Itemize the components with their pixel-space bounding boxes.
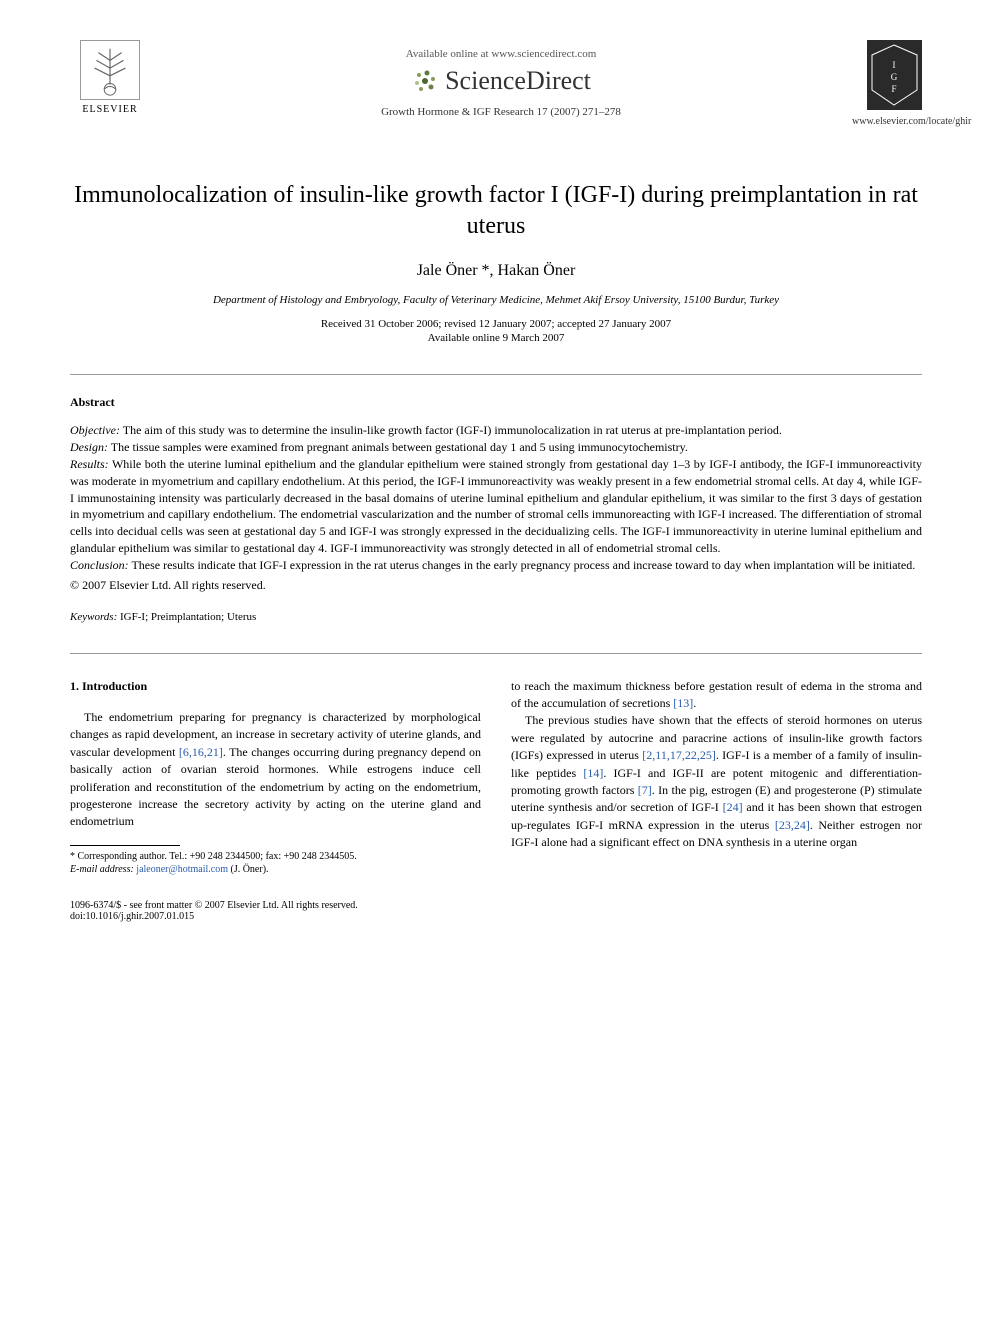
keywords-text: IGF-I; Preimplantation; Uterus	[117, 611, 256, 623]
svg-text:F: F	[891, 84, 896, 94]
header-center: Available online at www.sciencedirect.co…	[150, 40, 852, 118]
conclusion-label: Conclusion:	[70, 558, 129, 572]
intro-para-3: The previous studies have shown that the…	[511, 712, 922, 851]
corresponding-author: * Corresponding author. Tel.: +90 248 23…	[70, 850, 481, 863]
ref-link[interactable]: [6,16,21]	[179, 745, 223, 759]
email-suffix: (J. Öner).	[228, 864, 269, 875]
journal-url: www.elsevier.com/locate/ghir	[852, 116, 922, 127]
keywords-line: Keywords: IGF-I; Preimplantation; Uterus	[70, 611, 922, 623]
journal-logo-block: I G F www.elsevier.com/locate/ghir	[852, 40, 922, 127]
objective-text: The aim of this study was to determine t…	[120, 423, 782, 437]
svg-text:G: G	[891, 72, 898, 82]
sciencedirect-brand: ScienceDirect	[150, 66, 852, 96]
online-date: Available online 9 March 2007	[70, 332, 922, 344]
authors: Jale Öner *, Hakan Öner	[70, 262, 922, 280]
elsevier-label: ELSEVIER	[82, 104, 137, 115]
ref-link[interactable]: [23,24]	[775, 818, 810, 832]
journal-logo-icon: I G F	[867, 40, 922, 110]
email-address[interactable]: jaleoner@hotmail.com	[134, 864, 228, 875]
left-column: 1. Introduction The endometrium preparin…	[70, 678, 481, 876]
objective-label: Objective:	[70, 423, 120, 437]
footer-copyright: 1096-6374/$ - see front matter © 2007 El…	[70, 900, 922, 911]
results-label: Results:	[70, 457, 109, 471]
ref-link[interactable]: [13]	[673, 696, 693, 710]
journal-reference: Growth Hormone & IGF Research 17 (2007) …	[150, 106, 852, 118]
received-dates: Received 31 October 2006; revised 12 Jan…	[70, 318, 922, 330]
footer-doi: doi:10.1016/j.ghir.2007.01.015	[70, 911, 922, 922]
email-label: E-mail address:	[70, 864, 134, 875]
abstract-body: Objective: The aim of this study was to …	[70, 422, 922, 573]
intro-heading: 1. Introduction	[70, 678, 481, 695]
body-columns: 1. Introduction The endometrium preparin…	[70, 678, 922, 876]
elsevier-tree-icon	[80, 40, 140, 100]
design-text: The tissue samples were examined from pr…	[108, 440, 688, 454]
conclusion-text: These results indicate that IGF-I expres…	[129, 558, 916, 572]
results-text: While both the uterine luminal epitheliu…	[70, 457, 922, 555]
sciencedirect-dots-icon	[411, 67, 439, 95]
article-title: Immunolocalization of insulin-like growt…	[70, 180, 922, 242]
abstract-copyright: © 2007 Elsevier Ltd. All rights reserved…	[70, 578, 922, 593]
available-online-text: Available online at www.sciencedirect.co…	[150, 48, 852, 60]
ref-link[interactable]: [7]	[638, 783, 652, 797]
divider-bottom	[70, 653, 922, 654]
email-line: E-mail address: jaleoner@hotmail.com (J.…	[70, 863, 481, 876]
keywords-label: Keywords:	[70, 611, 117, 623]
sciencedirect-text: ScienceDirect	[445, 66, 591, 96]
affiliation: Department of Histology and Embryology, …	[70, 294, 922, 306]
divider-top	[70, 374, 922, 375]
design-label: Design:	[70, 440, 108, 454]
ref-link[interactable]: [24]	[723, 800, 743, 814]
elsevier-logo: ELSEVIER	[70, 40, 150, 130]
footnote-separator	[70, 845, 180, 846]
svg-text:I: I	[893, 60, 896, 70]
ref-link[interactable]: [14]	[583, 766, 603, 780]
intro-para-1: The endometrium preparing for pregnancy …	[70, 709, 481, 831]
intro-para-2: to reach the maximum thickness before ge…	[511, 678, 922, 713]
right-column: to reach the maximum thickness before ge…	[511, 678, 922, 876]
page-header: ELSEVIER Available online at www.science…	[70, 40, 922, 130]
ref-link[interactable]: [2,11,17,22,25]	[642, 748, 716, 762]
abstract-heading: Abstract	[70, 395, 922, 410]
